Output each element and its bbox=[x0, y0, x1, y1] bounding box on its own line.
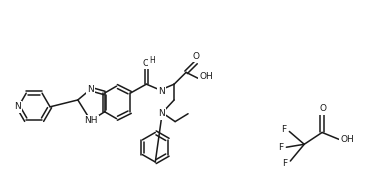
Text: OH: OH bbox=[199, 72, 213, 81]
Text: H: H bbox=[149, 56, 155, 65]
Text: F: F bbox=[282, 159, 287, 168]
Text: N: N bbox=[14, 102, 21, 111]
Text: N: N bbox=[158, 109, 165, 118]
Text: NH: NH bbox=[84, 116, 98, 125]
Text: F: F bbox=[278, 143, 283, 152]
Text: O: O bbox=[143, 59, 150, 68]
Text: OH: OH bbox=[340, 135, 354, 144]
Text: O: O bbox=[319, 104, 327, 113]
Text: F: F bbox=[281, 125, 286, 134]
Text: O: O bbox=[192, 52, 200, 61]
Text: N: N bbox=[158, 87, 165, 96]
Text: N: N bbox=[87, 85, 94, 94]
